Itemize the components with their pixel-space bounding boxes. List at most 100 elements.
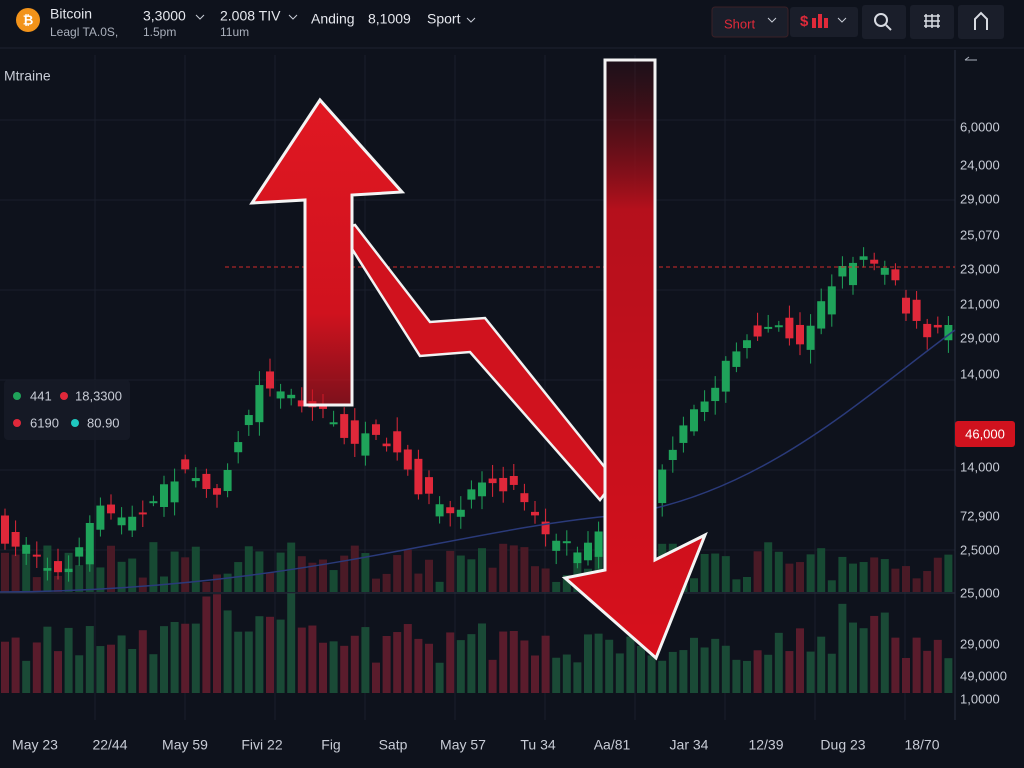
volume-bar	[308, 562, 317, 592]
x-tick-label: Dug 23	[820, 737, 865, 753]
volume-bar	[467, 634, 476, 693]
candle-body	[223, 469, 232, 492]
volume-bar	[213, 594, 221, 693]
volume-bar	[446, 550, 455, 592]
candle-body	[287, 394, 296, 399]
volume-bar	[552, 657, 561, 693]
y-tick-label: 24,000	[960, 157, 1000, 172]
volume-bar	[425, 643, 433, 693]
short-label[interactable]: Short	[724, 16, 755, 31]
candle-body	[891, 269, 900, 281]
price-tag-label: 46,000	[965, 426, 1005, 441]
stat-value: 8,1009	[368, 11, 411, 27]
volume-bar	[721, 645, 730, 693]
candle-body	[743, 340, 751, 349]
candle-body	[393, 431, 402, 453]
candle-body	[552, 540, 561, 551]
candle-body	[244, 415, 253, 426]
legend-text: 18,3300	[75, 388, 122, 403]
volume-bar	[774, 551, 783, 592]
volume-bar	[446, 632, 455, 693]
volume-bar	[1, 552, 9, 592]
volume-bar	[297, 556, 306, 592]
stat-value: 3,3000	[143, 8, 186, 24]
candle-body	[234, 442, 243, 453]
candle-body	[1, 515, 9, 544]
volume-bar	[287, 593, 296, 693]
volume-bar	[414, 638, 423, 693]
candle-body	[827, 286, 836, 315]
volume-bar	[287, 542, 296, 592]
volume-bar	[329, 570, 338, 592]
x-tick-label: May 23	[12, 737, 58, 753]
candle-body	[191, 478, 200, 482]
volume-bar	[149, 542, 158, 592]
candle-body	[149, 501, 158, 504]
volume-bar	[403, 624, 412, 693]
candle-body	[213, 488, 221, 495]
candle-body	[774, 325, 783, 328]
candle-body	[435, 504, 444, 517]
volume-bar	[181, 623, 190, 693]
candle-body	[933, 324, 942, 328]
volume-bar	[944, 554, 953, 592]
y-tick-label: 25,000	[960, 585, 1000, 600]
candle-body	[562, 541, 571, 544]
candle-body	[43, 568, 52, 571]
volume-bar	[531, 655, 539, 693]
x-tick-label: 18/70	[904, 737, 939, 753]
candle-body	[796, 324, 804, 345]
candle-body	[668, 449, 677, 461]
volume-bar	[499, 631, 508, 693]
volume-bar	[796, 562, 804, 592]
volume-bar	[732, 579, 741, 592]
asset-name: Bitcoin	[50, 6, 92, 22]
candle-body	[117, 517, 126, 526]
volume-bar	[859, 628, 868, 693]
candle-body	[806, 325, 815, 350]
volume-bar	[350, 545, 359, 592]
candle-body	[912, 299, 921, 321]
volume-bar	[138, 630, 147, 693]
candle-body	[350, 420, 359, 444]
candle-body	[764, 326, 773, 329]
search-icon	[885, 24, 892, 31]
volume-bar	[700, 553, 709, 592]
candle-body	[414, 458, 423, 495]
y-tick-label: 49,0000	[960, 668, 1007, 683]
volume-bar	[933, 639, 942, 693]
volume-bar	[393, 632, 402, 693]
volume-bar	[690, 637, 698, 693]
volume-bar	[774, 632, 783, 693]
home-button[interactable]	[958, 5, 1004, 39]
volume-bar	[191, 623, 200, 693]
volume-bar	[732, 659, 741, 693]
candle-body	[425, 477, 433, 494]
volume-bar	[435, 581, 444, 592]
candle-body	[32, 554, 41, 557]
search-button[interactable]	[862, 5, 906, 39]
candle-body	[382, 443, 391, 447]
menu[interactable]: Sport	[427, 11, 461, 27]
home-icon	[974, 11, 988, 30]
candle-body	[372, 424, 380, 435]
volume-bar	[181, 557, 190, 592]
candle-body	[520, 493, 529, 503]
volume-bar	[711, 553, 720, 592]
volume-bar	[11, 637, 20, 693]
short-button[interactable]	[711, 6, 789, 38]
volume-bar	[32, 577, 41, 592]
x-tick-label: Aa/81	[594, 737, 631, 753]
y-tick-label: 1,0000	[960, 691, 1000, 706]
volume-bar	[202, 581, 211, 592]
volume-bar	[223, 610, 232, 693]
volume-bar	[467, 559, 476, 592]
candle-body	[456, 509, 465, 517]
candle-body	[478, 482, 486, 497]
candle-body	[329, 422, 338, 425]
x-tick-label: Jar 34	[670, 737, 709, 753]
candle-body	[923, 323, 932, 338]
y-tick-label: 14,000	[960, 459, 1000, 474]
volume-bar	[75, 565, 84, 592]
volume-bar	[806, 554, 815, 592]
